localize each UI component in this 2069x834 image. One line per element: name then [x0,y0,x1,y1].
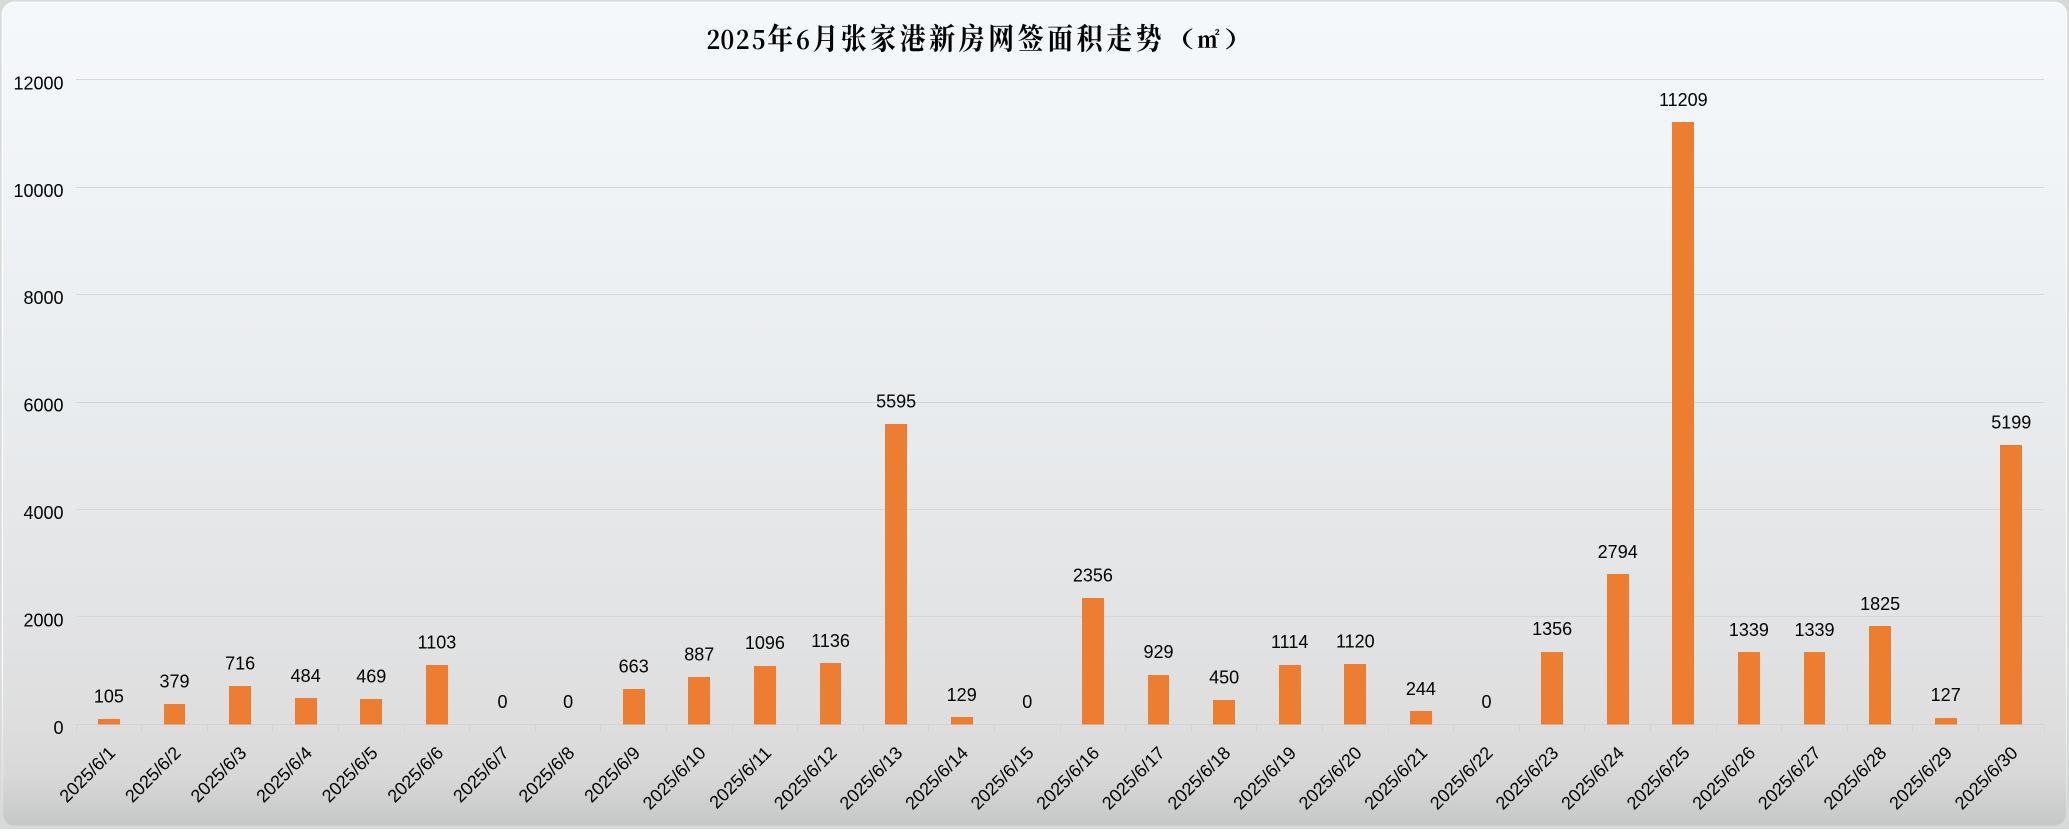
svg-text:1096: 1096 [745,633,785,653]
svg-text:1339: 1339 [1729,620,1769,640]
svg-text:1136: 1136 [811,631,850,651]
svg-text:8000: 8000 [23,288,63,308]
svg-text:0: 0 [563,692,573,712]
svg-text:450: 450 [1209,668,1239,688]
svg-text:1120: 1120 [1336,632,1375,652]
svg-text:105: 105 [94,686,124,706]
svg-text:887: 887 [684,644,714,664]
svg-text:12000: 12000 [13,73,63,93]
svg-text:129: 129 [947,685,977,705]
svg-text:0: 0 [1481,692,1491,712]
svg-text:1356: 1356 [1532,619,1572,639]
svg-text:2000: 2000 [23,611,63,631]
svg-text:6000: 6000 [23,396,63,416]
svg-text:244: 244 [1406,679,1436,699]
svg-text:2794: 2794 [1598,542,1638,562]
svg-text:1825: 1825 [1860,594,1900,614]
svg-text:2356: 2356 [1073,565,1113,585]
svg-text:11209: 11209 [1659,90,1708,110]
svg-text:5595: 5595 [876,391,916,411]
svg-text:1114: 1114 [1271,632,1308,652]
svg-text:5199: 5199 [1991,413,2031,433]
svg-text:0: 0 [497,692,507,712]
svg-text:469: 469 [356,667,386,687]
svg-text:663: 663 [619,656,649,676]
svg-text:929: 929 [1143,642,1173,662]
svg-text:1103: 1103 [418,633,457,653]
svg-text:127: 127 [1931,685,1961,705]
svg-text:10000: 10000 [13,181,63,201]
svg-text:379: 379 [159,672,189,692]
svg-text:0: 0 [53,718,63,738]
svg-text:484: 484 [291,666,321,686]
svg-text:1339: 1339 [1794,620,1834,640]
svg-text:4000: 4000 [23,503,63,523]
svg-text:0: 0 [1022,692,1032,712]
svg-text:716: 716 [225,653,255,673]
